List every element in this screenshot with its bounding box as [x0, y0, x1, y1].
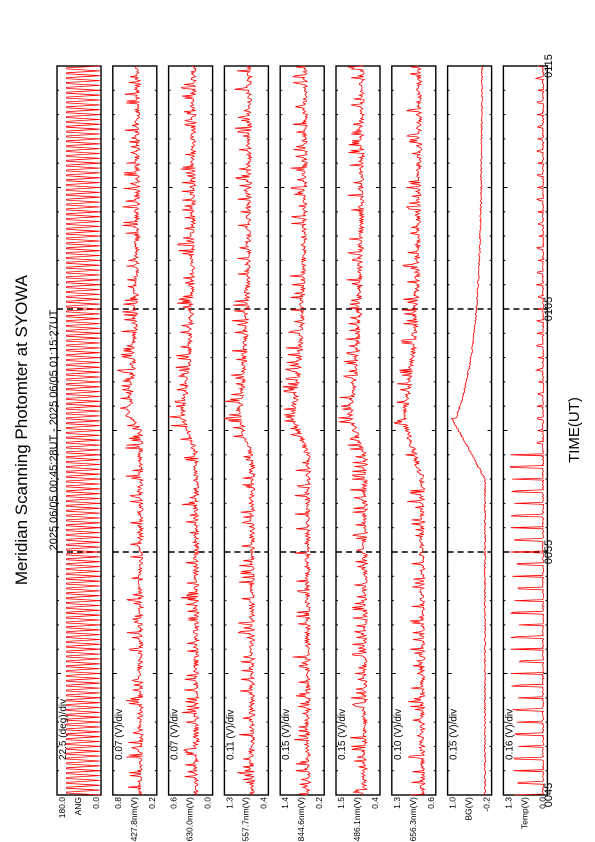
- x-axis-label: TIME(UT): [566, 397, 583, 463]
- y-axis-label: BG(V): [464, 797, 474, 821]
- y-min-label: 0.4: [370, 797, 380, 809]
- time-range-label: 2025 06/05 00:45:28UT - 2025 06/05 01:15…: [48, 309, 60, 550]
- y-max-label: 0.8: [113, 797, 123, 809]
- x-tick-label: 0105: [543, 297, 555, 321]
- y-min-label: 0.6: [426, 797, 436, 809]
- panel-frame: [502, 65, 549, 796]
- y-axis-label: 427.8nm(V): [129, 797, 139, 842]
- series-line: [393, 65, 427, 796]
- y-axis-label: ANG: [73, 797, 83, 815]
- y-min-label: 0.4: [258, 797, 268, 809]
- scale-label: 22.5 (deg)/div: [58, 699, 69, 760]
- series-line: [66, 65, 100, 796]
- scale-label: 0.07 (V)/div: [114, 709, 125, 760]
- x-tick-label: 0055: [543, 540, 555, 564]
- y-max-label: 180.0: [57, 797, 67, 819]
- y-axis-label: 844.6nm(V): [296, 797, 306, 842]
- scale-label: 0.11 (V)/div: [225, 710, 236, 760]
- y-max-label: 1.5: [336, 797, 346, 809]
- y-axis-label: 486.1nm(V): [352, 797, 362, 842]
- y-min-label: 0.0: [203, 797, 213, 809]
- panel-frame: [391, 65, 437, 796]
- x-tick-label: 0115: [543, 54, 555, 78]
- scale-label: 0.15 (V)/div: [281, 709, 292, 760]
- scale-label: 0.15 (V)/div: [449, 709, 460, 760]
- series-line: [117, 65, 145, 796]
- chart-title: Meridian Scanning Photomter at SYOWA: [12, 274, 31, 585]
- y-max-label: 1.3: [503, 797, 513, 809]
- series-line: [450, 65, 487, 796]
- y-axis-label: 557.7nm(V): [240, 797, 250, 842]
- scale-label: 0.16 (V)/div: [504, 709, 515, 760]
- panel-frame: [335, 65, 381, 796]
- scale-label: 0.07 (V)/div: [170, 709, 181, 760]
- y-min-label: 0.2: [147, 797, 157, 809]
- series-line: [223, 65, 256, 796]
- y-max-label: 1.0: [448, 797, 458, 809]
- series-line: [282, 65, 312, 796]
- y-min-label: 0.0: [537, 797, 547, 809]
- series-line: [338, 65, 369, 795]
- series-line: [509, 65, 545, 796]
- y-max-label: 1.3: [392, 797, 402, 809]
- y-max-label: 1.3: [224, 797, 234, 809]
- y-min-label: 0.2: [314, 797, 324, 809]
- y-min-label: 0.0: [91, 797, 101, 809]
- y-max-label: 0.6: [169, 797, 179, 809]
- y-max-label: 1.4: [280, 797, 290, 809]
- y-axis-label: 630.0nm(V): [185, 797, 195, 842]
- y-min-label: -0.2: [482, 797, 492, 812]
- scale-label: 0.15 (V)/div: [337, 709, 348, 760]
- y-axis-label: Temp(V): [519, 797, 529, 829]
- x-tick-label: 0045: [543, 783, 555, 807]
- series-line: [169, 65, 201, 796]
- scale-label: 0.10 (V)/div: [393, 709, 404, 760]
- y-axis-label: 656.3nm(V): [408, 797, 418, 842]
